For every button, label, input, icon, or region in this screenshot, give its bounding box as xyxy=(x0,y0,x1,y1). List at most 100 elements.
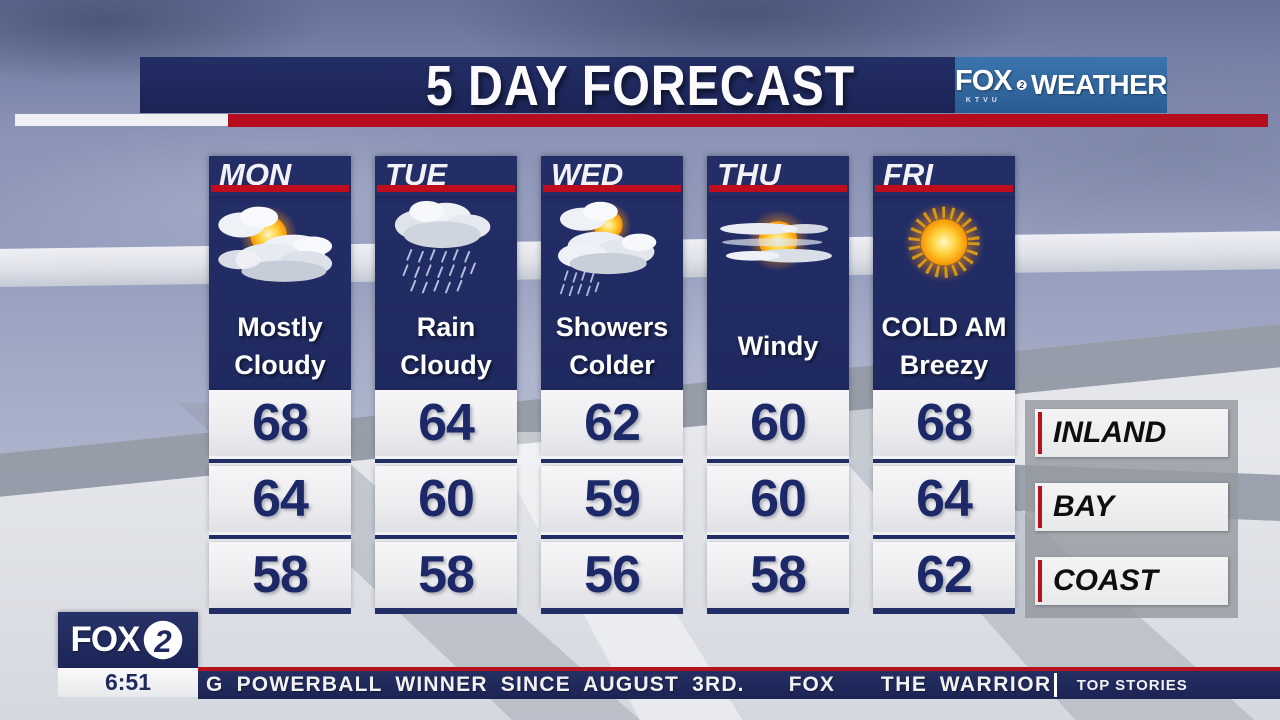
region-label-text: BAY xyxy=(1053,490,1115,523)
condition-line2: Breezy xyxy=(899,350,989,380)
fox2-station-logo: FOX 2 xyxy=(58,612,198,668)
region-red-stripe xyxy=(1038,560,1042,602)
channel-2-circle-icon: 2 xyxy=(144,620,183,660)
temp-coast: 62 xyxy=(873,542,1015,608)
temp-bay: 64 xyxy=(209,466,351,532)
region-label-bay: BAY xyxy=(1035,483,1228,531)
day-underline xyxy=(377,185,515,192)
temp-bay: 64 xyxy=(873,466,1015,532)
windy-sun-clouds-icon xyxy=(708,196,848,304)
fox2-weather-logo: FOX KTVU 2 WEATHER xyxy=(955,57,1167,113)
temp-coast: 56 xyxy=(541,542,683,608)
temp-separator xyxy=(375,456,517,466)
condition-line1: Mostly xyxy=(237,312,323,342)
ticker-story: THE WARRIOR xyxy=(880,673,1052,696)
day-underline xyxy=(875,185,1013,192)
region-label-coast: COAST xyxy=(1035,557,1228,605)
region-label-inland: INLAND xyxy=(1035,409,1228,457)
day-header: WED xyxy=(541,156,683,196)
temp-separator xyxy=(707,456,849,466)
day-underline xyxy=(543,185,681,192)
condition-text: Showers Colder xyxy=(541,304,683,388)
column-footer-bar xyxy=(873,608,1015,614)
column-footer-bar xyxy=(707,608,849,614)
day-body: Showers Colder xyxy=(541,196,683,390)
temp-bay: 60 xyxy=(707,466,849,532)
condition-line2: Colder xyxy=(569,350,655,380)
forecast-column-thu: THU Windy 60 60 58 xyxy=(707,156,849,614)
forecast-banner: FOX KTVU 2 WEATHER xyxy=(140,57,1167,113)
ktvu-wordmark: KTVU xyxy=(965,96,1001,104)
temp-bay: 59 xyxy=(541,466,683,532)
day-body: Windy xyxy=(707,196,849,390)
forecast-column-fri: FRI COLD AM Breezy 68 64 62 xyxy=(873,156,1015,614)
temp-separator xyxy=(375,532,517,542)
current-time: 6:51 xyxy=(104,669,152,695)
condition-line1: Windy xyxy=(737,331,819,361)
channel-2-circle-icon: 2 xyxy=(1016,80,1027,90)
temp-separator xyxy=(707,532,849,542)
day-body: COLD AM Breezy xyxy=(873,196,1015,390)
condition-line2: Cloudy xyxy=(234,350,326,380)
region-red-stripe xyxy=(1038,412,1042,454)
forecast-column-mon: MON Mostly Cloudy 68 64 58 xyxy=(209,156,351,614)
condition-text: Rain Cloudy xyxy=(375,304,517,388)
temp-inland: 68 xyxy=(209,390,351,456)
sun-icon xyxy=(874,196,1014,304)
temp-inland: 68 xyxy=(873,390,1015,456)
condition-line2: Cloudy xyxy=(400,350,492,380)
temp-inland: 64 xyxy=(375,390,517,456)
forecast-column-tue: TUE xyxy=(375,156,517,614)
day-header: MON xyxy=(209,156,351,196)
condition-text: Windy xyxy=(707,304,849,388)
day-header: THU xyxy=(707,156,849,196)
temp-separator xyxy=(541,532,683,542)
ticker-headline: G POWERBALL WINNER SINCE AUGUST 3RD. xyxy=(206,673,745,696)
news-ticker: G POWERBALL WINNER SINCE AUGUST 3RD. FOX… xyxy=(198,671,1280,699)
day-header: TUE xyxy=(375,156,517,196)
fox-network-bug: FOX xyxy=(788,673,835,696)
day-underline xyxy=(709,185,847,192)
sun-behind-clouds-icon xyxy=(210,196,350,304)
day-underline xyxy=(211,185,349,192)
temp-coast: 58 xyxy=(707,542,849,608)
fox-ktvu-wordmark: FOX KTVU xyxy=(955,64,1013,104)
column-footer-bar xyxy=(541,608,683,614)
temp-separator xyxy=(209,532,351,542)
svg-text:2: 2 xyxy=(1018,81,1024,90)
ticker-section-label: TOP STORIES xyxy=(1076,676,1188,694)
condition-line1: Showers xyxy=(555,312,669,342)
temp-separator xyxy=(873,456,1015,466)
condition-text: COLD AM Breezy xyxy=(873,304,1015,388)
rain-cloud-icon xyxy=(376,196,516,304)
banner-red-underline xyxy=(228,114,1268,127)
condition-line1: Rain xyxy=(416,312,476,342)
temp-separator xyxy=(209,456,351,466)
day-body: Mostly Cloudy xyxy=(209,196,351,390)
condition-text: Mostly Cloudy xyxy=(209,304,351,388)
temp-coast: 58 xyxy=(375,542,517,608)
ticker-caret xyxy=(1053,673,1057,697)
condition-line1: COLD AM xyxy=(881,312,1007,342)
region-red-stripe xyxy=(1038,486,1042,528)
fox-wordmark: FOX xyxy=(955,64,1013,97)
temp-bay: 60 xyxy=(375,466,517,532)
page-title: 5 DAY FORECAST xyxy=(425,54,855,118)
fox-wordmark: FOX xyxy=(70,620,141,659)
day-header: FRI xyxy=(873,156,1015,196)
svg-text:2: 2 xyxy=(154,624,173,659)
temp-separator xyxy=(873,532,1015,542)
temp-inland: 62 xyxy=(541,390,683,456)
forecast-column-wed: WED xyxy=(541,156,683,614)
column-footer-bar xyxy=(375,608,517,614)
temp-separator xyxy=(541,456,683,466)
ticker-red-stripe xyxy=(198,667,1280,671)
region-legend-panel: INLAND BAY COAST xyxy=(1025,400,1238,618)
temp-coast: 58 xyxy=(209,542,351,608)
column-footer-bar xyxy=(209,608,351,614)
day-body: Rain Cloudy xyxy=(375,196,517,390)
temp-inland: 60 xyxy=(707,390,849,456)
weather-wordmark: WEATHER xyxy=(1031,69,1167,100)
banner-white-underline xyxy=(15,114,228,126)
region-label-text: COAST xyxy=(1053,564,1158,597)
